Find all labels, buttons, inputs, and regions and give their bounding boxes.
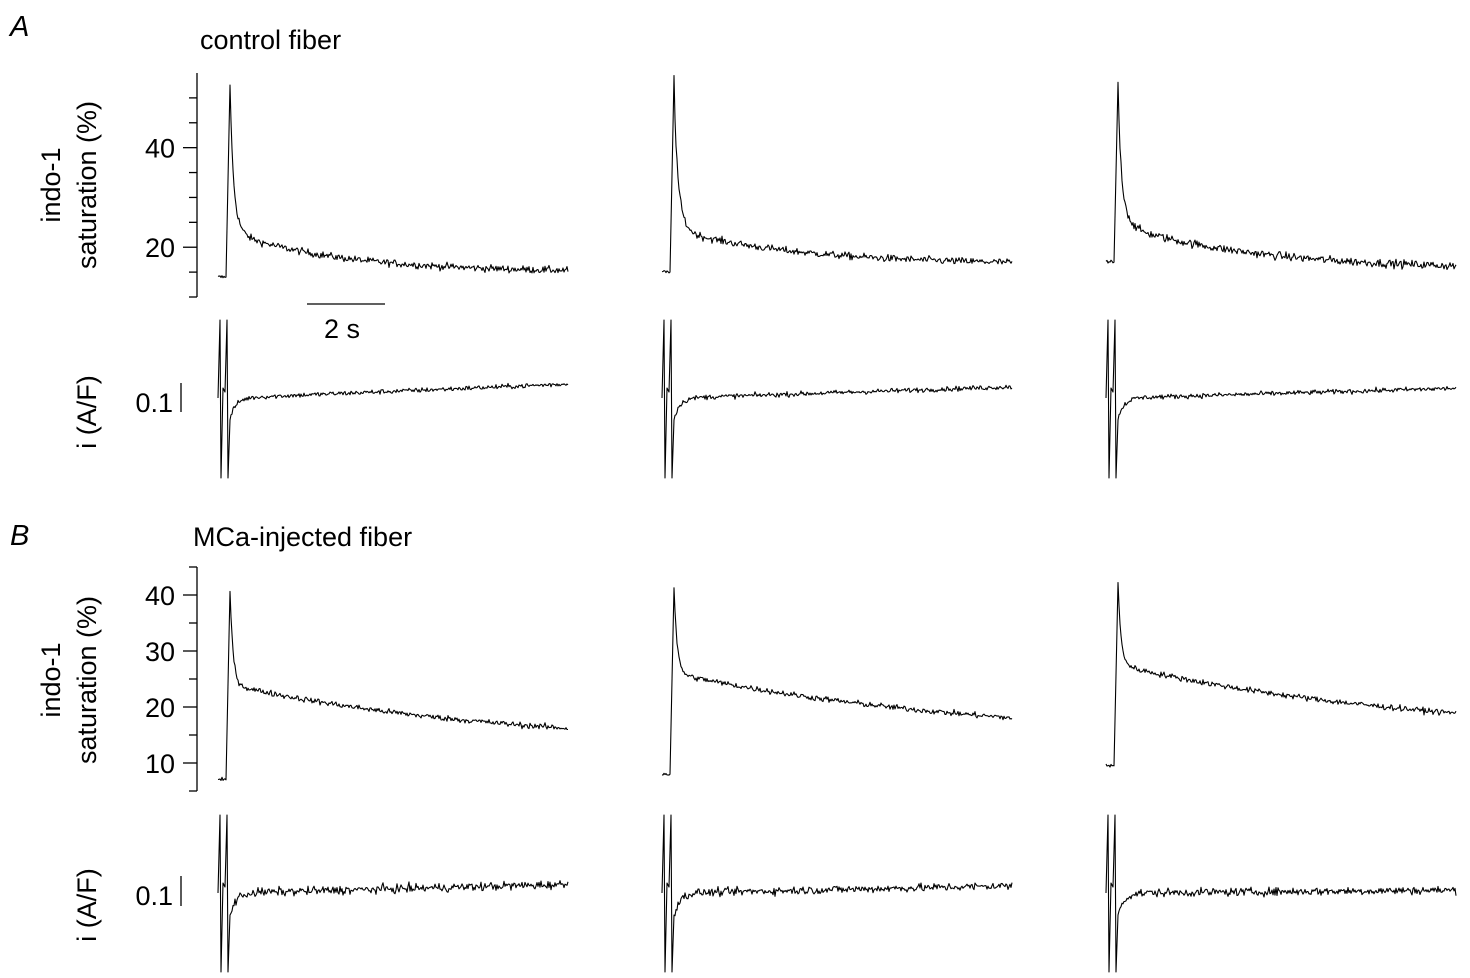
panel-1-current-trace-2: [1105, 814, 1457, 973]
panel-b-ylabel-line2: saturation (%): [72, 596, 102, 764]
panel-a-ylabel-line2: saturation (%): [72, 101, 102, 269]
panel-0-current-trace-0: [217, 319, 569, 479]
panel-b-current-scale-label: 0.1: [135, 881, 173, 911]
panel-0-current-trace-1: [661, 319, 1013, 479]
panel-a-calcium-ylabel: indo-1 saturation (%): [36, 101, 102, 269]
panel-0-calcium-trace-0: [217, 84, 569, 279]
panel-b-title: MCa-injected fiber: [193, 522, 412, 552]
panel-1-calcium-trace-1: [661, 587, 1013, 776]
panel-b-letter: B: [10, 520, 29, 552]
panel-1-current-trace-1: [661, 814, 1013, 973]
panel-1-calcium-trace-2: [1105, 581, 1457, 768]
panel-b-ylabel-line1: indo-1: [36, 642, 66, 717]
panel-a-title: control fiber: [200, 25, 341, 55]
panel-1-tick-label-0: 10: [145, 749, 175, 779]
panel-b-current-ylabel: i (A/F): [72, 868, 102, 942]
panel-1-tick-label-1: 20: [145, 693, 175, 723]
panel-b-calcium-ylabel: indo-1 saturation (%): [36, 596, 102, 764]
panel-1-tick-label-2: 30: [145, 637, 175, 667]
panel-0-calcium-trace-2: [1105, 81, 1457, 271]
panel-0-calcium-trace-1: [661, 74, 1013, 274]
panel-0-tick-label-1: 40: [145, 134, 175, 164]
panel-a-letter: A: [8, 11, 29, 43]
panel-a-current-ylabel: i (A/F): [72, 375, 102, 449]
panel-a-current-scale-label: 0.1: [135, 388, 173, 418]
panel-a-ylabel-line1: indo-1: [36, 147, 66, 222]
panel-0-tick-label-0: 20: [145, 233, 175, 263]
chart-marks: 20 40 10 20 30 40: [145, 73, 1457, 973]
panel-1-tick-label-3: 40: [145, 581, 175, 611]
panel-1-current-trace-0: [217, 814, 569, 973]
panel-a-time-scale-label: 2 s: [324, 314, 360, 344]
panel-0-current-trace-2: [1105, 319, 1457, 479]
panel-1-calcium-trace-0: [217, 590, 568, 781]
